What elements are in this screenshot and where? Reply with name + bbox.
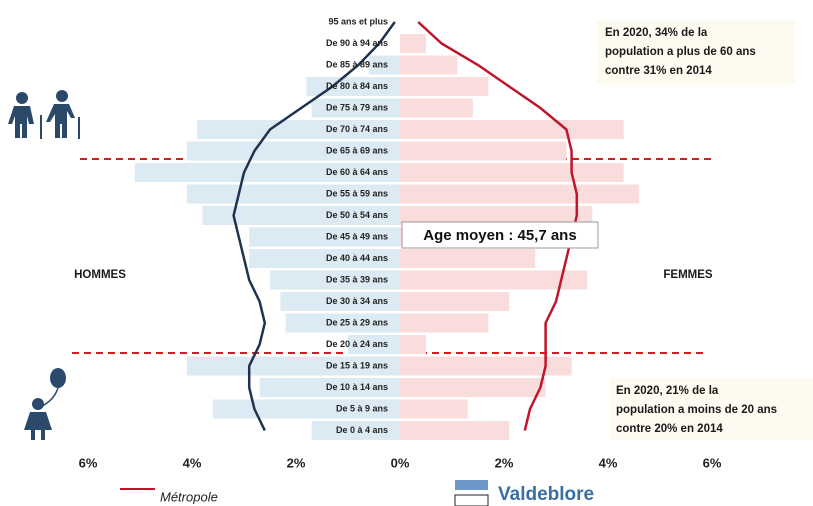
age-label: De 30 à 34 ans xyxy=(326,296,388,306)
age-label: De 55 à 59 ans xyxy=(326,188,388,198)
bar-women xyxy=(400,184,640,204)
age-label: De 5 à 9 ans xyxy=(336,403,388,413)
annotation: En 2020, 21% de la xyxy=(616,385,719,397)
bar-men xyxy=(249,249,400,268)
side-label: HOMMES xyxy=(74,269,126,281)
bar-men xyxy=(285,313,400,333)
legend-label: Métropole xyxy=(160,489,218,504)
x-tick-label: 2% xyxy=(495,455,514,470)
bar-women xyxy=(400,120,624,139)
bar-women xyxy=(400,335,426,354)
line-men xyxy=(232,21,396,432)
x-tick-label: 6% xyxy=(703,455,722,470)
age-label: De 85 à 89 ans xyxy=(326,59,388,69)
bar-women xyxy=(400,421,510,440)
age-label: De 0 à 4 ans xyxy=(336,425,388,435)
child-icon xyxy=(24,368,66,440)
bar-men xyxy=(311,421,400,440)
bar-men xyxy=(311,98,400,118)
x-tick-label: 2% xyxy=(287,455,306,470)
age-label: De 50 à 54 ans xyxy=(326,210,388,220)
age-label: De 80 à 84 ans xyxy=(326,81,388,91)
bar-men xyxy=(134,163,401,182)
bar-women xyxy=(400,249,536,268)
age-label: De 15 à 19 ans xyxy=(326,360,388,370)
bar-men xyxy=(259,378,400,397)
legend-swatch xyxy=(455,480,488,490)
age-label: De 40 à 44 ans xyxy=(326,253,388,263)
annotation-box xyxy=(610,378,813,440)
bar-women xyxy=(400,206,593,225)
bar-women xyxy=(400,399,468,419)
bar-men xyxy=(186,141,400,161)
bar-men xyxy=(270,270,400,290)
age-label: De 60 à 64 ans xyxy=(326,167,388,177)
age-label: De 25 à 29 ans xyxy=(326,317,388,327)
bar-men xyxy=(306,77,400,96)
age-label: De 70 à 74 ans xyxy=(326,124,388,134)
bar-women xyxy=(400,77,489,96)
bar-men xyxy=(280,292,400,311)
bar-women xyxy=(400,98,473,118)
bar-women xyxy=(400,34,426,53)
age-label: De 35 à 39 ans xyxy=(326,274,388,284)
annotation: contre 31% en 2014 xyxy=(605,65,712,77)
side-label: FEMMES xyxy=(663,269,713,281)
annotation-box xyxy=(401,221,599,249)
bar-men xyxy=(249,227,400,247)
age-label: De 45 à 49 ans xyxy=(326,231,388,241)
bar-men xyxy=(348,335,400,354)
x-tick-label: 4% xyxy=(183,455,202,470)
legend-label: Valdeblore xyxy=(498,484,594,505)
bar-men xyxy=(368,55,400,75)
annotation: population a plus de 60 ans xyxy=(605,46,756,58)
age-label: De 20 à 24 ans xyxy=(326,339,388,349)
bar-women xyxy=(400,292,510,311)
annotation: population a moins de 20 ans xyxy=(616,404,777,416)
bar-women xyxy=(400,356,572,376)
age-label: 95 ans et plus xyxy=(328,16,388,26)
bar-women xyxy=(400,270,588,290)
x-tick-label: 0% xyxy=(391,455,410,470)
age-label: De 65 à 69 ans xyxy=(326,145,388,155)
annotation: contre 20% en 2014 xyxy=(616,423,723,435)
annotation: Age moyen : 45,7 ans xyxy=(423,227,576,244)
seniors-icon xyxy=(8,90,80,139)
x-tick-label: 6% xyxy=(79,455,98,470)
bar-men xyxy=(186,356,400,376)
bar-women xyxy=(400,378,546,397)
age-label: De 75 à 79 ans xyxy=(326,102,388,112)
legend-swatch xyxy=(454,494,489,506)
bar-men xyxy=(212,399,400,419)
age-label: De 10 à 14 ans xyxy=(326,382,388,392)
bar-women xyxy=(400,313,489,333)
bar-men xyxy=(202,206,400,225)
annotation-box xyxy=(597,20,795,85)
age-label: De 90 à 94 ans xyxy=(326,38,388,48)
x-tick-label: 4% xyxy=(599,455,618,470)
bar-men xyxy=(197,120,400,139)
annotation: En 2020, 34% de la xyxy=(605,27,708,39)
bar-women xyxy=(400,55,458,75)
bar-women xyxy=(400,163,624,182)
bar-women xyxy=(400,141,567,161)
